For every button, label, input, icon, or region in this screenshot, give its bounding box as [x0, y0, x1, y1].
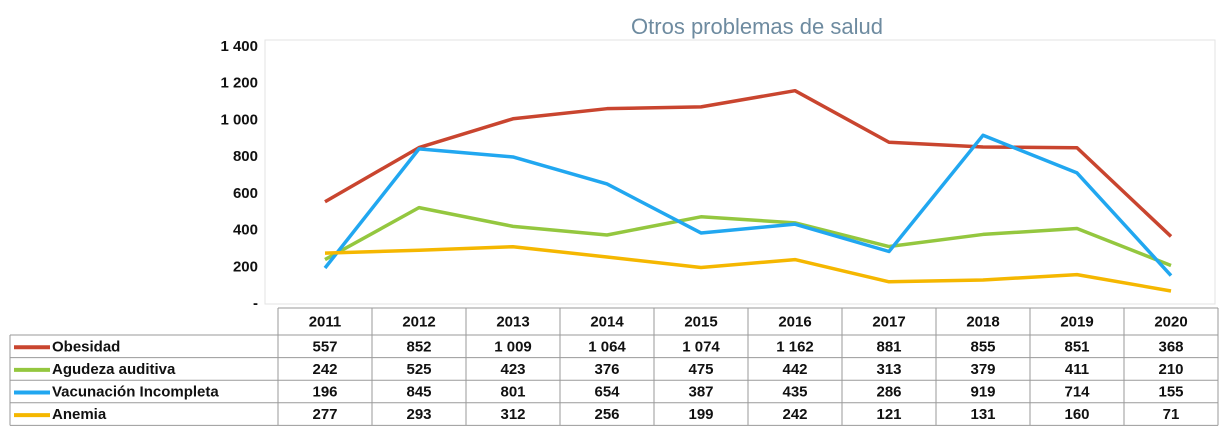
data-label: 121: [876, 406, 901, 423]
data-label: 242: [782, 406, 807, 423]
x-tick-label: 2011: [309, 313, 342, 330]
y-tick-label: 200: [233, 258, 258, 275]
data-label: 1 064: [588, 338, 626, 355]
legend-label: Vacunación Incompleta: [52, 383, 219, 400]
data-label: 435: [782, 383, 807, 400]
x-tick-label: 2017: [872, 313, 905, 330]
data-label: 881: [876, 338, 901, 355]
data-label: 557: [312, 338, 337, 355]
data-label: 71: [1163, 406, 1180, 423]
data-label: 845: [406, 383, 431, 400]
data-label: 1 162: [776, 338, 814, 355]
data-label: 1 009: [494, 338, 532, 355]
x-tick-label: 2019: [1060, 313, 1093, 330]
data-label: 442: [782, 361, 807, 378]
series-line: [323, 133, 1173, 277]
data-label: 475: [688, 361, 713, 378]
y-tick-label: 1 200: [220, 75, 258, 92]
x-tick-label: 2015: [684, 313, 717, 330]
data-label: 293: [406, 406, 431, 423]
data-label: 256: [594, 406, 619, 423]
data-label: 387: [688, 383, 713, 400]
legend-label: Anemia: [52, 406, 107, 423]
chart-title: Otros problemas de salud: [631, 14, 883, 39]
x-tick-label: 2012: [402, 313, 435, 330]
data-label: 423: [500, 361, 525, 378]
x-tick-label: 2013: [496, 313, 529, 330]
x-tick-label: 2016: [778, 313, 811, 330]
data-label: 1 074: [682, 338, 720, 355]
legend-label: Obesidad: [52, 338, 120, 355]
series-line: [324, 244, 1172, 293]
series-line: [324, 88, 1173, 238]
data-label: 855: [970, 338, 995, 355]
x-tick-label: 2018: [966, 313, 999, 330]
data-label: 852: [406, 338, 431, 355]
data-label: 368: [1158, 338, 1183, 355]
legend-label: Agudeza auditiva: [52, 361, 176, 378]
x-tick-label: 2020: [1154, 313, 1187, 330]
y-tick-label: 600: [233, 185, 258, 202]
data-label: 286: [876, 383, 901, 400]
data-label: 851: [1064, 338, 1089, 355]
plot-border: [264, 39, 1216, 305]
series-line: [324, 205, 1172, 268]
x-tick-label: 2014: [590, 313, 624, 330]
data-label: 654: [594, 383, 620, 400]
data-label: 379: [970, 361, 995, 378]
data-label: 199: [688, 406, 713, 423]
data-label: 525: [406, 361, 431, 378]
data-label: 131: [970, 406, 995, 423]
y-tick-label: 1 000: [220, 111, 258, 128]
data-label: 313: [876, 361, 901, 378]
data-label: 242: [312, 361, 337, 378]
y-tick-label: -: [253, 295, 258, 312]
data-label: 714: [1064, 383, 1090, 400]
data-label: 919: [970, 383, 995, 400]
data-label: 155: [1158, 383, 1183, 400]
data-label: 277: [312, 406, 337, 423]
y-tick-label: 800: [233, 148, 258, 165]
data-label: 312: [500, 406, 525, 423]
data-label: 196: [312, 383, 337, 400]
y-tick-label: 1 400: [220, 38, 258, 55]
data-label: 801: [500, 383, 525, 400]
data-label: 160: [1064, 406, 1089, 423]
data-label: 376: [594, 361, 619, 378]
data-label: 210: [1158, 361, 1183, 378]
y-tick-label: 400: [233, 222, 258, 239]
data-label: 411: [1065, 361, 1089, 378]
